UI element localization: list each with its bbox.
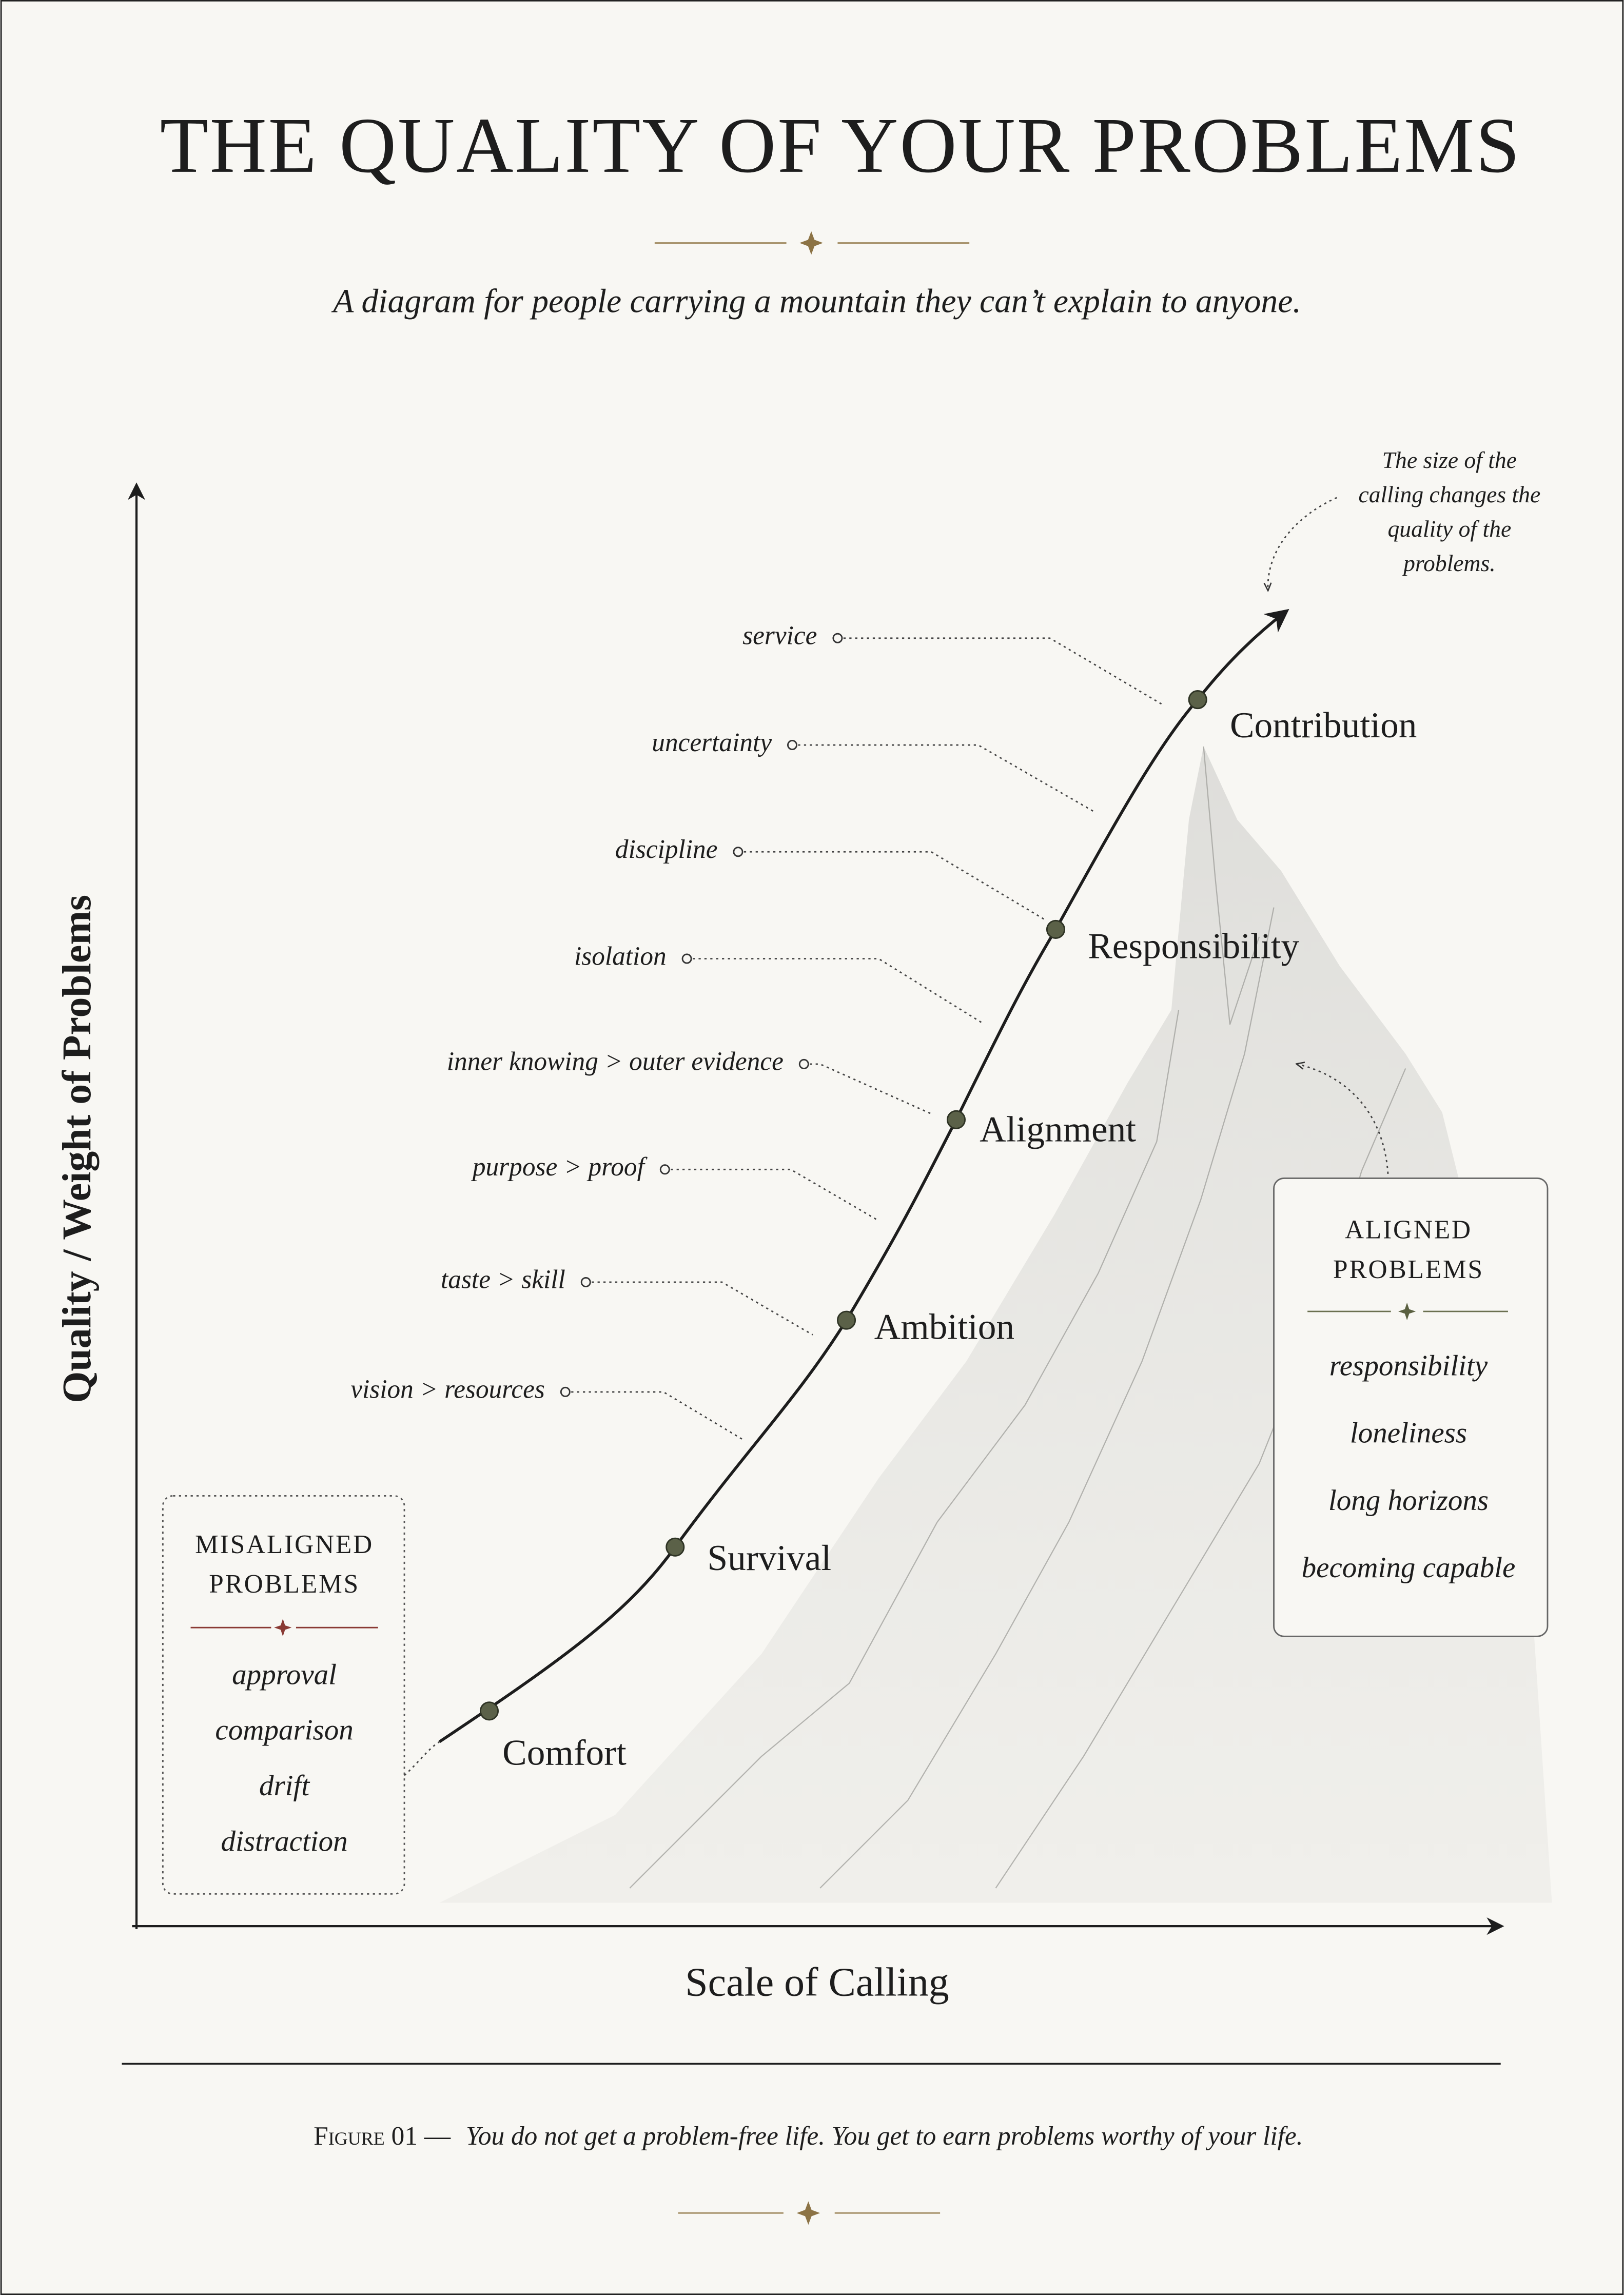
leader-line	[743, 851, 1045, 920]
stage-label: Comfort	[502, 1733, 627, 1773]
misaligned-title: MISALIGNED	[195, 1530, 374, 1559]
stage-dot	[666, 1537, 685, 1557]
growth-curve	[438, 609, 1289, 1743]
stage-dot	[946, 1110, 966, 1129]
problem-label: inner knowing > outer evidence	[447, 1047, 784, 1076]
problem-label: vision > resources	[350, 1375, 545, 1404]
leader-line	[592, 1281, 813, 1336]
leader-line	[843, 637, 1165, 707]
problem-label: purpose > proof	[471, 1152, 648, 1182]
footer-caption: Figure 01 — You do not get a problem-fre…	[314, 2122, 1303, 2151]
misaligned-title: PROBLEMS	[209, 1570, 360, 1599]
annotation-line: quality of the	[1387, 516, 1511, 542]
stage-label: Responsibility	[1088, 926, 1299, 967]
leader-node	[659, 1164, 670, 1175]
aligned-title: ALIGNED	[1345, 1215, 1472, 1245]
stage-label: Contribution	[1230, 705, 1417, 746]
problem-label: discipline	[615, 835, 718, 864]
stage-label: Ambition	[874, 1306, 1014, 1347]
figure-label: Figure 01 —	[314, 2122, 451, 2151]
ornament	[678, 2201, 941, 2225]
stage-label: Survival	[708, 1538, 832, 1578]
aligned-box	[1273, 1177, 1549, 1637]
ornament	[190, 1619, 378, 1637]
leader-node	[733, 847, 743, 857]
aligned-item: loneliness	[1350, 1417, 1467, 1449]
x-axis-label: Scale of Calling	[685, 1959, 949, 2005]
misaligned-item: approval	[232, 1658, 337, 1691]
leader-node	[787, 740, 797, 750]
stage-label: Alignment	[980, 1109, 1136, 1149]
y-axis-label: Quality / Weight of Problems	[54, 895, 100, 1403]
caption: You do not get a problem-free life. You …	[466, 2122, 1303, 2151]
leader-node	[832, 633, 843, 643]
aligned-item: long horizons	[1328, 1484, 1489, 1517]
leader-line	[571, 1391, 745, 1441]
annotation-line: The size of the	[1382, 447, 1517, 473]
title: THE QUALITY OF YOUR PROBLEMS	[160, 102, 1521, 189]
problem-label: service	[742, 621, 817, 651]
annotation-line: problems.	[1402, 550, 1496, 576]
aligned-item: becoming capable	[1302, 1552, 1516, 1584]
subtitle: A diagram for people carrying a mountain…	[331, 283, 1301, 320]
leader-node	[580, 1277, 591, 1287]
aligned-title: PROBLEMS	[1333, 1255, 1484, 1284]
problem-label: isolation	[574, 941, 667, 971]
leader-line	[671, 1168, 879, 1222]
misaligned-item: distraction	[221, 1825, 347, 1857]
problem-label: taste > skill	[441, 1265, 565, 1294]
stage-dot	[1188, 690, 1207, 710]
leader-line	[798, 744, 1096, 813]
annotation-arrow	[1268, 497, 1337, 590]
ornament	[1307, 1302, 1508, 1321]
mountain-ridges	[629, 746, 1406, 1889]
stage-dot	[1046, 919, 1066, 939]
misaligned-item: drift	[259, 1770, 310, 1802]
aligned-item: responsibility	[1329, 1349, 1488, 1382]
leader-node	[560, 1386, 571, 1397]
stage-dot	[479, 1701, 499, 1721]
stage-dot	[836, 1310, 856, 1330]
ornament	[654, 231, 970, 255]
misaligned-item: comparison	[215, 1714, 353, 1747]
leader-node	[681, 953, 692, 964]
annotation-line: calling changes the	[1358, 481, 1540, 507]
leader-node	[798, 1058, 809, 1069]
problem-label: uncertainty	[652, 728, 772, 757]
